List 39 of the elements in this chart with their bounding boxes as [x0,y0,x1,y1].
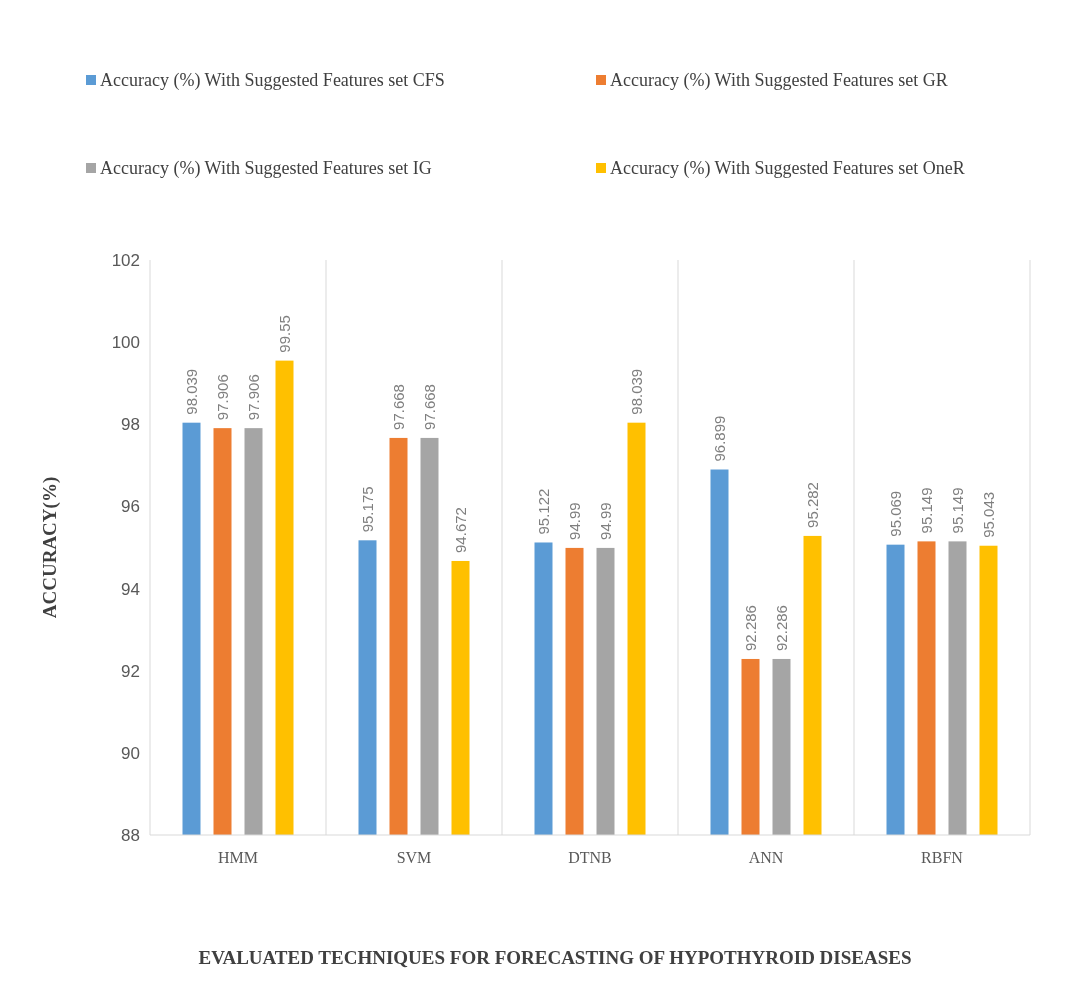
data-label: 95.149 [948,487,966,534]
data-label: 97.906 [213,374,231,421]
y-tick-label: 92 [121,661,140,681]
data-label: 92.286 [772,605,790,651]
y-tick-label: 98 [121,415,140,435]
legend-label: Accuracy (%) With Suggested Features set CFS [100,70,445,91]
x-tick-label: DTNB [568,849,612,866]
data-label: 97.668 [420,384,438,430]
x-tick-label: RBFN [921,849,964,866]
data-label: 99.55 [275,315,293,353]
y-tick-label: 96 [121,497,140,517]
y-tick-label: 94 [121,579,140,599]
data-label: 95.282 [803,482,821,528]
data-label: 92.286 [741,605,759,651]
y-tick-label: 102 [111,251,140,270]
data-label: 95.149 [917,487,935,534]
data-label: 97.668 [389,384,407,430]
y-tick-label: 100 [111,333,140,353]
data-label: 98.039 [627,368,645,415]
x-tick-label: HMM [217,849,259,866]
data-label: 94.99 [565,502,583,540]
y-axis-title: ACCURACY(%) [39,476,61,619]
x-tick-label: SVM [396,849,432,866]
legend-label: Accuracy (%) With Suggested Features set IG [100,158,432,179]
data-label: 95.069 [886,490,904,537]
data-label: 94.99 [596,502,614,540]
data-label: 95.175 [358,486,376,533]
y-tick-label: 90 [121,743,140,763]
legend-label: Accuracy (%) With Suggested Features set GR [610,70,948,91]
data-label: 97.906 [244,374,262,421]
x-tick-label: ANN [748,849,784,866]
legend-label: Accuracy (%) With Suggested Features set OneR [610,158,965,179]
x-axis-title: EVALUATED TECHNIQUES FOR FORECASTING OF HYPOTHYROID DISEASES [198,947,912,968]
data-label: 98.039 [182,368,200,415]
data-label: 96.899 [710,415,728,462]
y-tick-label: 88 [121,826,140,845]
data-label: 95.043 [979,491,997,538]
data-label: 95.122 [534,488,552,535]
data-label: 94.672 [451,507,469,553]
